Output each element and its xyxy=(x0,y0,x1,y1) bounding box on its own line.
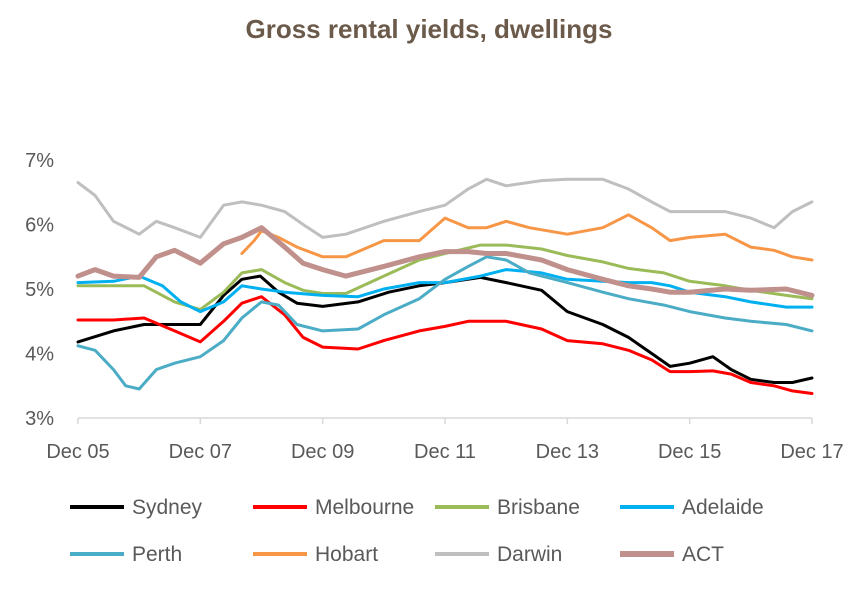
y-tick-label: 6% xyxy=(25,215,54,237)
y-tick-label: 3% xyxy=(25,408,54,430)
x-tick-label: Dec 07 xyxy=(169,441,232,463)
x-tick-label: Dec 05 xyxy=(46,441,109,463)
legend-label-adelaide: Adelaide xyxy=(682,496,764,519)
y-tick-label: 5% xyxy=(25,279,54,301)
series-line-brisbane xyxy=(76,243,814,312)
legend-item-melbourne: Melbourne xyxy=(253,496,414,519)
legend-item-brisbane: Brisbane xyxy=(435,496,580,519)
series-line-melbourne xyxy=(76,295,814,395)
legend-label-melbourne: Melbourne xyxy=(315,496,414,519)
series-line-hobart xyxy=(240,213,814,262)
legend-label-brisbane: Brisbane xyxy=(497,496,580,519)
legend-label-perth: Perth xyxy=(132,543,182,566)
x-tick-label: Dec 09 xyxy=(291,441,354,463)
legend-label-act: ACT xyxy=(682,543,724,566)
chart-title: Gross rental yields, dwellings xyxy=(245,14,613,44)
series-line-act xyxy=(75,225,815,298)
legend-item-darwin: Darwin xyxy=(435,543,562,566)
series-line-perth xyxy=(76,255,814,391)
legend-label-sydney: Sydney xyxy=(132,496,203,519)
legend-item-act: ACT xyxy=(620,543,724,566)
x-tick-label: Dec 11 xyxy=(414,441,476,463)
legend: Sydney Melbourne Brisbane Adelaide Perth Hoba… xyxy=(70,496,764,566)
y-tick-label: 4% xyxy=(25,344,54,366)
series-line-darwin xyxy=(76,177,814,239)
y-axis-ticks: 3% 4% 5% 6% 7% xyxy=(25,150,54,430)
x-axis-ticks: Dec 05 Dec 07 Dec 09 Dec 11 Dec 13 Dec 15 Dec … xyxy=(46,418,844,463)
legend-label-hobart: Hobart xyxy=(315,543,378,566)
x-tick-label: Dec 15 xyxy=(658,441,721,463)
x-tick-label: Dec 17 xyxy=(780,441,843,463)
legend-item-perth: Perth xyxy=(70,543,182,566)
legend-label-darwin: Darwin xyxy=(497,543,562,566)
x-tick-label: Dec 13 xyxy=(536,441,599,463)
y-tick-label: 7% xyxy=(25,150,54,172)
series-layer xyxy=(75,177,815,395)
legend-item-hobart: Hobart xyxy=(253,543,378,566)
series-line-adelaide xyxy=(76,268,814,314)
legend-item-sydney: Sydney xyxy=(70,496,203,519)
legend-item-adelaide: Adelaide xyxy=(620,496,764,519)
